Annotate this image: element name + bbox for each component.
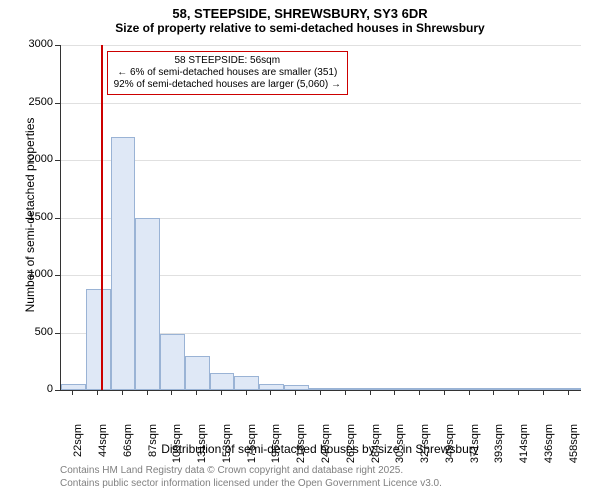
x-tick-mark bbox=[171, 390, 172, 395]
histogram-bar bbox=[531, 388, 556, 390]
x-tick-label: 305sqm bbox=[394, 424, 406, 474]
x-tick-mark bbox=[419, 390, 420, 395]
y-tick-mark bbox=[55, 160, 60, 161]
title-block: 58, STEEPSIDE, SHREWSBURY, SY3 6DR Size … bbox=[0, 0, 600, 35]
x-tick-mark bbox=[246, 390, 247, 395]
x-tick-label: 371sqm bbox=[469, 424, 481, 474]
reference-line bbox=[101, 45, 103, 390]
annotation-line-1: 58 STEEPSIDE: 56sqm bbox=[114, 55, 341, 67]
histogram-bar bbox=[259, 384, 284, 390]
x-tick-label: 109sqm bbox=[171, 424, 183, 474]
histogram-bar bbox=[160, 334, 185, 390]
y-gridline bbox=[61, 45, 581, 46]
x-tick-mark bbox=[122, 390, 123, 395]
y-tick-mark bbox=[55, 390, 60, 391]
x-tick-label: 262sqm bbox=[345, 424, 357, 474]
histogram-bar bbox=[432, 388, 457, 390]
y-tick-label: 2000 bbox=[15, 153, 53, 165]
x-tick-mark bbox=[518, 390, 519, 395]
histogram-bar bbox=[86, 289, 111, 390]
x-tick-mark bbox=[320, 390, 321, 395]
x-tick-mark bbox=[444, 390, 445, 395]
x-tick-label: 131sqm bbox=[196, 424, 208, 474]
histogram-bar bbox=[234, 376, 259, 390]
x-tick-label: 436sqm bbox=[543, 424, 555, 474]
chart-container: { "title": { "main": "58, STEEPSIDE, SHR… bbox=[0, 0, 600, 500]
x-tick-mark bbox=[469, 390, 470, 395]
y-gridline bbox=[61, 160, 581, 161]
x-tick-label: 458sqm bbox=[568, 424, 580, 474]
x-tick-mark bbox=[345, 390, 346, 395]
x-tick-mark bbox=[295, 390, 296, 395]
y-tick-label: 1500 bbox=[15, 211, 53, 223]
footer-line-2: Contains public sector information licen… bbox=[60, 478, 442, 491]
x-tick-label: 327sqm bbox=[419, 424, 431, 474]
annotation-box: 58 STEEPSIDE: 56sqm← 6% of semi-detached… bbox=[107, 51, 348, 95]
histogram-bar bbox=[185, 356, 210, 391]
chart-title-main: 58, STEEPSIDE, SHREWSBURY, SY3 6DR bbox=[0, 0, 600, 21]
y-tick-mark bbox=[55, 103, 60, 104]
x-tick-mark bbox=[568, 390, 569, 395]
y-tick-label: 3000 bbox=[15, 38, 53, 50]
histogram-bar bbox=[61, 384, 86, 390]
y-tick-label: 500 bbox=[15, 326, 53, 338]
x-tick-mark bbox=[97, 390, 98, 395]
y-tick-label: 1000 bbox=[15, 268, 53, 280]
x-tick-label: 196sqm bbox=[270, 424, 282, 474]
histogram-bar bbox=[135, 218, 160, 391]
y-tick-mark bbox=[55, 218, 60, 219]
histogram-bar bbox=[210, 373, 235, 390]
annotation-line-2: ← 6% of semi-detached houses are smaller… bbox=[114, 67, 341, 79]
x-tick-mark bbox=[370, 390, 371, 395]
y-tick-label: 2500 bbox=[15, 96, 53, 108]
histogram-bar bbox=[333, 388, 358, 390]
x-tick-label: 175sqm bbox=[246, 424, 258, 474]
x-tick-mark bbox=[196, 390, 197, 395]
x-tick-mark bbox=[221, 390, 222, 395]
histogram-bar bbox=[111, 137, 136, 390]
x-tick-label: 153sqm bbox=[221, 424, 233, 474]
plot-area: 58 STEEPSIDE: 56sqm← 6% of semi-detached… bbox=[60, 45, 581, 391]
y-tick-label: 0 bbox=[15, 383, 53, 395]
x-tick-mark bbox=[72, 390, 73, 395]
x-tick-label: 284sqm bbox=[370, 424, 382, 474]
x-tick-mark bbox=[147, 390, 148, 395]
histogram-bar bbox=[457, 388, 482, 390]
annotation-line-3: 92% of semi-detached houses are larger (… bbox=[114, 79, 341, 91]
x-tick-label: 22sqm bbox=[72, 424, 84, 474]
y-gridline bbox=[61, 103, 581, 104]
x-tick-label: 66sqm bbox=[122, 424, 134, 474]
histogram-bar bbox=[358, 388, 383, 390]
x-tick-mark bbox=[543, 390, 544, 395]
x-tick-mark bbox=[394, 390, 395, 395]
x-tick-label: 240sqm bbox=[320, 424, 332, 474]
x-tick-label: 393sqm bbox=[493, 424, 505, 474]
chart-title-sub: Size of property relative to semi-detach… bbox=[0, 21, 600, 35]
x-tick-label: 218sqm bbox=[295, 424, 307, 474]
x-tick-mark bbox=[493, 390, 494, 395]
x-tick-label: 87sqm bbox=[147, 424, 159, 474]
y-tick-mark bbox=[55, 333, 60, 334]
y-tick-mark bbox=[55, 45, 60, 46]
x-tick-label: 349sqm bbox=[444, 424, 456, 474]
x-tick-mark bbox=[270, 390, 271, 395]
y-tick-mark bbox=[55, 275, 60, 276]
histogram-bar bbox=[556, 388, 581, 390]
x-tick-label: 414sqm bbox=[518, 424, 530, 474]
x-tick-label: 44sqm bbox=[97, 424, 109, 474]
